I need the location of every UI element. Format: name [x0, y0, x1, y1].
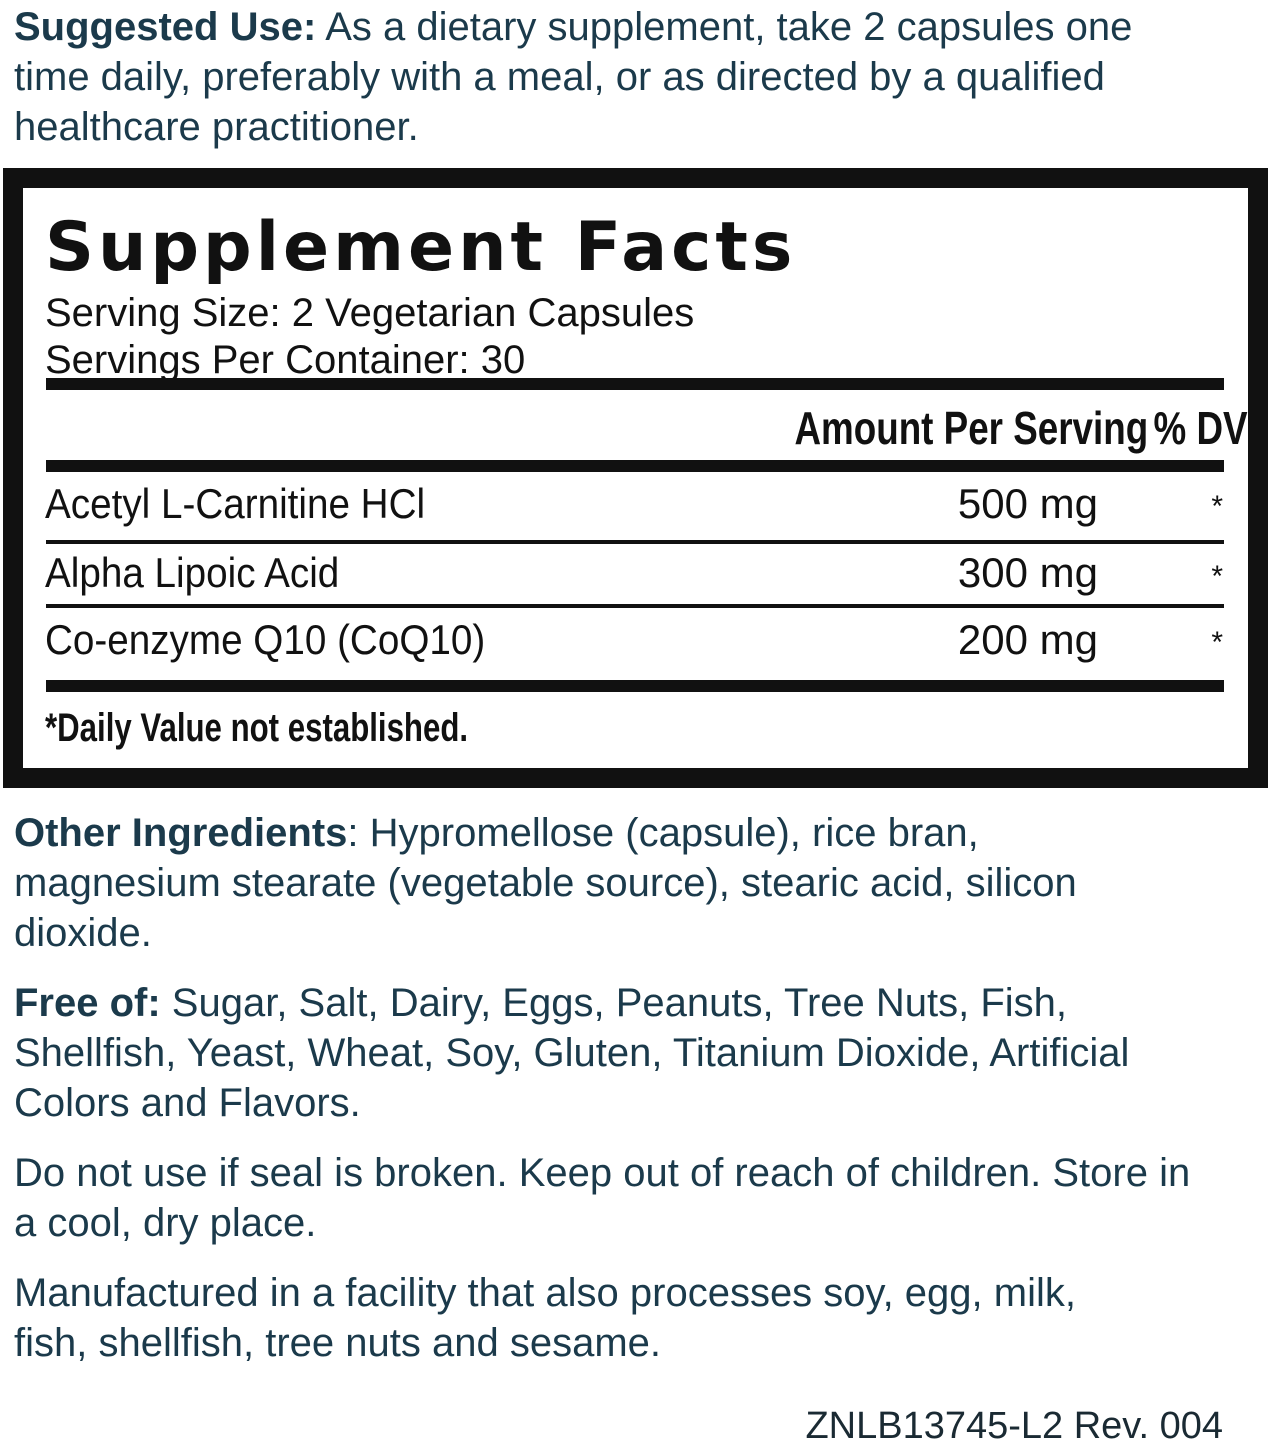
- suggested-use: Suggested Use: As a dietary supplement, …: [14, 2, 1204, 152]
- ingredient-dv: *: [1211, 626, 1223, 659]
- ingredient-amount: 500 mg: [957, 480, 1098, 527]
- ingredient-amount: 200 mg: [957, 616, 1098, 663]
- ingredient-name: Acetyl L-Carnitine HCl: [45, 480, 426, 527]
- ingredient-dv: *: [1211, 490, 1223, 523]
- suggested-use-text: As a dietary supplement, take 2 capsules…: [14, 5, 1133, 149]
- divider-thick: [46, 460, 1224, 472]
- servings-per-container: Servings Per Container: 30: [45, 338, 526, 382]
- facts-title: Supplement Facts: [45, 208, 797, 287]
- supplement-facts-panel: Supplement Facts Serving Size: 2 Vegetar…: [3, 168, 1268, 788]
- serving-size: Serving Size: 2 Vegetarian Capsules: [45, 291, 695, 335]
- divider: [46, 540, 1224, 544]
- daily-value-footnote: *Daily Value not established.: [45, 706, 469, 750]
- allergen-statement: Manufactured in a facility that also pro…: [14, 1271, 1076, 1365]
- header-amount: Amount Per Serving: [794, 402, 1148, 454]
- other-ingredients-label: Other Ingredients: [14, 811, 348, 855]
- label-code: ZNLB13745-L2 Rev. 004: [805, 1405, 1223, 1447]
- suggested-use-label: Suggested Use:: [14, 5, 317, 49]
- other-ingredients: Other Ingredients: Hypromellose (capsule…: [14, 808, 1124, 958]
- free-of-label: Free of:: [14, 981, 161, 1025]
- ingredient-amount: 300 mg: [957, 549, 1098, 596]
- divider-thick: [46, 378, 1224, 390]
- ingredient-name: Co-enzyme Q10 (CoQ10): [45, 616, 486, 663]
- other-ingredients-text: : Hypromellose (capsule), rice bran, mag…: [14, 811, 1077, 955]
- divider-thick: [46, 680, 1224, 692]
- divider: [46, 604, 1224, 608]
- free-of-text: Sugar, Salt, Dairy, Eggs, Peanuts, Tree …: [14, 981, 1130, 1125]
- header-dv: % DV: [1153, 402, 1248, 454]
- warning-text: Do not use if seal is broken. Keep out o…: [14, 1151, 1191, 1245]
- free-of: Free of: Sugar, Salt, Dairy, Eggs, Peanu…: [14, 978, 1214, 1128]
- ingredient-name: Alpha Lipoic Acid: [45, 549, 340, 596]
- ingredient-dv: *: [1211, 560, 1223, 593]
